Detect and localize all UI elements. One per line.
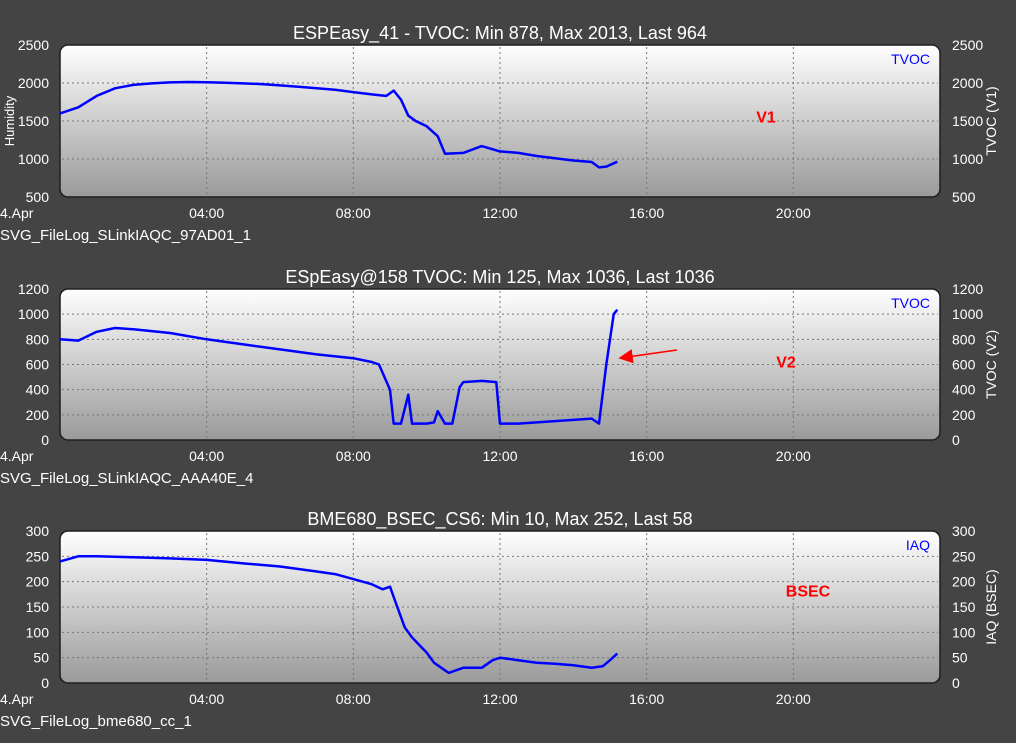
y-tick-label-right: 100 xyxy=(952,624,976,640)
date-label: 4.Apr xyxy=(0,448,34,464)
y-tick-label-right: 150 xyxy=(952,599,976,615)
y-tick-label-right: 0 xyxy=(952,675,960,691)
y-tick-label-right: 800 xyxy=(952,331,976,347)
x-tick-label: 04:00 xyxy=(189,205,224,221)
x-tick-label: 04:00 xyxy=(189,448,224,464)
annotation-label: V2 xyxy=(776,354,796,371)
x-tick-label: 20:00 xyxy=(776,691,811,707)
y-tick-label-left: 0 xyxy=(41,675,49,691)
legend-label: IAQ xyxy=(906,537,930,553)
y-tick-label-right: 50 xyxy=(952,650,968,666)
x-tick-label: 16:00 xyxy=(629,205,664,221)
x-tick-label: 08:00 xyxy=(336,205,371,221)
series-line xyxy=(59,80,618,169)
y-tick-label-left: 1000 xyxy=(18,306,49,322)
y-tick-label-left: 800 xyxy=(26,331,50,347)
series-line xyxy=(59,308,619,425)
x-tick-label: 20:00 xyxy=(776,448,811,464)
source-label: SVG_FileLog_bme680_cc_1 xyxy=(0,713,192,730)
source-label: SVG_FileLog_SLinkIAQC_AAA40E_4 xyxy=(0,470,253,487)
y-tick-label-left: 500 xyxy=(26,189,50,205)
y-axis-label-right: TVOC (V1) xyxy=(983,86,999,155)
legend-label: TVOC xyxy=(891,295,930,311)
y-tick-label-right: 500 xyxy=(952,189,976,205)
y-tick-label-left: 300 xyxy=(26,523,50,539)
chart-panel-2: ESpEasy@158 TVOC: Min 125, Max 1036, Las… xyxy=(0,267,999,487)
x-tick-label: 12:00 xyxy=(482,691,517,707)
y-axis-label-right: IAQ (BSEC) xyxy=(983,569,999,644)
y-tick-label-right: 200 xyxy=(952,407,976,423)
chart-title: BME680_BSEC_CS6: Min 10, Max 252, Last 5… xyxy=(307,509,692,530)
annotation-label: BSEC xyxy=(786,583,831,600)
y-tick-label-left: 1500 xyxy=(18,113,49,129)
y-tick-label-right: 600 xyxy=(952,357,976,373)
plot-area xyxy=(59,44,941,198)
x-tick-label: 12:00 xyxy=(482,448,517,464)
x-tick-label: 16:00 xyxy=(629,691,664,707)
y-tick-label-left: 600 xyxy=(26,357,50,373)
x-tick-label: 08:00 xyxy=(336,691,371,707)
y-tick-label-left: 2500 xyxy=(18,37,49,53)
y-tick-label-left: 150 xyxy=(26,599,50,615)
annotation-arrow xyxy=(618,349,678,364)
y-tick-label-right: 250 xyxy=(952,548,976,564)
legend-label: TVOC xyxy=(891,51,930,67)
y-tick-label-right: 200 xyxy=(952,574,976,590)
y-tick-label-left: 250 xyxy=(26,548,50,564)
y-tick-label-right: 1200 xyxy=(952,281,983,297)
y-axis-label-left: Humidity xyxy=(2,95,17,146)
chart-title: ESPEasy_41 - TVOC: Min 878, Max 2013, La… xyxy=(293,23,707,44)
chart-panel-3: BME680_BSEC_CS6: Min 10, Max 252, Last 5… xyxy=(0,509,999,730)
chart-title: ESpEasy@158 TVOC: Min 125, Max 1036, Las… xyxy=(285,267,714,287)
series-line xyxy=(59,555,619,675)
y-tick-label-left: 1000 xyxy=(18,151,49,167)
y-tick-label-right: 0 xyxy=(952,432,960,448)
date-label: 4.Apr xyxy=(0,691,34,707)
y-tick-label-right: 1500 xyxy=(952,113,983,129)
source-label: SVG_FileLog_SLinkIAQC_97AD01_1 xyxy=(0,227,251,244)
annotation-label: V1 xyxy=(756,109,776,126)
y-tick-label-left: 400 xyxy=(26,382,50,398)
date-label: 4.Apr xyxy=(0,205,34,221)
x-tick-label: 08:00 xyxy=(336,448,371,464)
y-tick-label-right: 2500 xyxy=(952,37,983,53)
y-tick-label-left: 200 xyxy=(26,574,50,590)
y-axis-label-right: TVOC (V2) xyxy=(983,330,999,399)
x-tick-label: 16:00 xyxy=(629,448,664,464)
x-tick-label: 04:00 xyxy=(189,691,224,707)
plot-area xyxy=(59,530,941,684)
y-tick-label-left: 50 xyxy=(33,650,49,666)
x-tick-label: 12:00 xyxy=(482,205,517,221)
y-tick-label-left: 200 xyxy=(26,407,50,423)
y-tick-label-right: 1000 xyxy=(952,306,983,322)
chart-panel-1: ESPEasy_41 - TVOC: Min 878, Max 2013, La… xyxy=(0,23,999,244)
y-tick-label-left: 100 xyxy=(26,624,50,640)
y-tick-label-left: 0 xyxy=(41,432,49,448)
plot-area xyxy=(59,288,941,441)
y-tick-label-right: 300 xyxy=(952,523,976,539)
y-tick-label-left: 2000 xyxy=(18,75,49,91)
y-tick-label-right: 2000 xyxy=(952,75,983,91)
x-tick-label: 20:00 xyxy=(776,205,811,221)
y-tick-label-right: 400 xyxy=(952,382,976,398)
y-tick-label-left: 1200 xyxy=(18,281,49,297)
y-tick-label-right: 1000 xyxy=(952,151,983,167)
